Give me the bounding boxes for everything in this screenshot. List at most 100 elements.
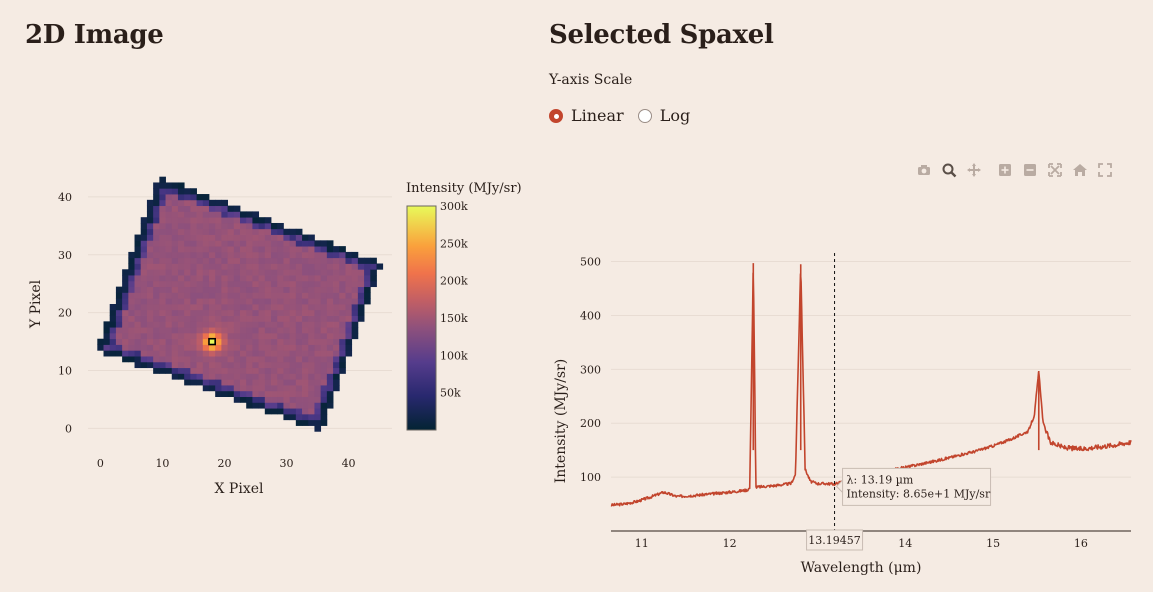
heatmap-cell xyxy=(171,298,179,305)
heatmap-cell xyxy=(289,402,297,409)
heatmap-cell xyxy=(240,269,247,276)
heatmap-cell xyxy=(202,275,210,282)
heatmap-cell xyxy=(364,269,371,276)
heatmap-cell xyxy=(326,280,334,288)
heatmap-cell xyxy=(339,332,346,340)
heatmap-cell xyxy=(190,194,197,201)
heatmap-cell xyxy=(271,327,278,334)
heatmap-chart[interactable]: 0 10 20 30 40 0 10 20 30 40 X Pixel Y Pixel Intensi… xyxy=(0,150,540,510)
heatmap-cell xyxy=(308,350,315,357)
zoom-button[interactable] xyxy=(939,160,959,180)
heatmap-cell xyxy=(326,251,334,259)
heatmap-cell xyxy=(115,321,123,328)
heatmap-cell xyxy=(146,205,154,212)
heatmap-cell xyxy=(302,396,309,403)
heatmap-cell xyxy=(283,385,291,392)
heatmap-cell xyxy=(351,263,359,270)
heatmap-cell xyxy=(252,286,260,293)
camera-button[interactable] xyxy=(914,160,934,180)
heatmap-cell xyxy=(283,408,291,415)
autoscale-icon xyxy=(1048,163,1062,177)
heatmap-cell xyxy=(196,367,204,374)
heatmap-cell xyxy=(122,338,129,345)
heatmap-cell xyxy=(122,350,129,357)
radio-linear-dot[interactable] xyxy=(549,108,563,123)
heatmap-cell xyxy=(264,292,272,299)
heatmap-cell xyxy=(246,356,253,363)
heatmap-cell xyxy=(196,373,204,380)
heatmap-cell xyxy=(165,332,173,340)
heatmap-cell xyxy=(177,280,185,288)
heatmap-cell xyxy=(196,275,204,282)
heatmap-cell xyxy=(302,373,309,380)
heatmap-cell xyxy=(246,240,253,247)
heatmap-cell xyxy=(140,309,148,316)
heatmap-cell xyxy=(333,385,340,392)
heatmap-cell xyxy=(146,199,154,207)
home-button[interactable] xyxy=(1070,160,1090,180)
heatmap-cell xyxy=(357,304,365,311)
heatmap-cell xyxy=(289,379,297,386)
heatmap-cell xyxy=(184,275,191,282)
heatmap-cell xyxy=(208,321,216,328)
hover-x-label: 13.19457 xyxy=(808,534,861,547)
heatmap-cell xyxy=(345,251,353,259)
heatmap-cell xyxy=(295,251,303,259)
heatmap-cell xyxy=(171,332,179,340)
heatmap-cell xyxy=(283,304,291,311)
heatmap-cell xyxy=(289,408,297,415)
heatmap-cell xyxy=(184,367,191,374)
heatmap-cell xyxy=(302,344,309,351)
heatmap-cell xyxy=(165,211,173,218)
heatmap-cell xyxy=(314,257,322,264)
heatmap-cell xyxy=(153,309,160,316)
pan-button[interactable] xyxy=(964,160,984,180)
autoscale-button[interactable] xyxy=(1045,160,1065,180)
heatmap-cell xyxy=(314,356,322,363)
heatmap-cell xyxy=(326,246,334,253)
heatmap-cell xyxy=(320,390,328,397)
heatmap-cell xyxy=(302,309,309,316)
heatmap-cell xyxy=(233,315,241,322)
radio-linear[interactable]: Linear xyxy=(549,106,624,125)
heatmap-cell xyxy=(289,228,297,235)
radio-log[interactable]: Log xyxy=(637,106,690,125)
zoom-out-button[interactable] xyxy=(1020,160,1040,180)
heatmap-cell xyxy=(202,269,210,276)
heatmap-cell xyxy=(215,269,222,276)
heatmap-cell xyxy=(283,275,291,282)
heatmap-cell xyxy=(240,292,247,299)
heatmap-cell xyxy=(277,315,284,322)
spectrum-chart[interactable]: 100200300400500111213141516Wavelength (μ… xyxy=(540,240,1145,585)
heatmap-cell xyxy=(283,263,291,270)
heatmap-cell xyxy=(357,292,365,299)
selected-pixel-marker[interactable] xyxy=(208,337,216,346)
fullscreen-button[interactable] xyxy=(1095,160,1115,180)
heatmap-cell xyxy=(240,263,247,270)
heatmap-cell xyxy=(233,211,241,218)
heatmap-cell xyxy=(333,361,340,369)
heatmap-cell xyxy=(326,338,334,345)
heatmap-cell xyxy=(208,286,216,293)
heatmap-cell xyxy=(196,263,204,270)
heatmap-cell xyxy=(165,257,173,264)
home-icon xyxy=(1073,164,1087,176)
heatmap-cell xyxy=(140,246,148,253)
heatmap-cell xyxy=(246,275,253,282)
heatmap-cell xyxy=(202,327,210,334)
heatmap-cell xyxy=(227,269,235,276)
heatmap-cell xyxy=(277,396,284,403)
heatmap-cell xyxy=(202,263,210,270)
x-tick-label: 0 xyxy=(97,457,104,470)
radio-log-dot[interactable] xyxy=(637,108,652,123)
heatmap-cell xyxy=(177,234,185,241)
heatmap-cell xyxy=(190,199,197,207)
zoom-in-button[interactable] xyxy=(995,160,1015,180)
heatmap-cell xyxy=(109,315,117,322)
heatmap-cell xyxy=(345,263,353,270)
heatmap-cell xyxy=(165,246,173,253)
heatmap-cell xyxy=(134,315,142,322)
heatmap-cell xyxy=(314,396,322,403)
heatmap-cell xyxy=(122,280,129,288)
heatmap-cell xyxy=(233,205,241,212)
